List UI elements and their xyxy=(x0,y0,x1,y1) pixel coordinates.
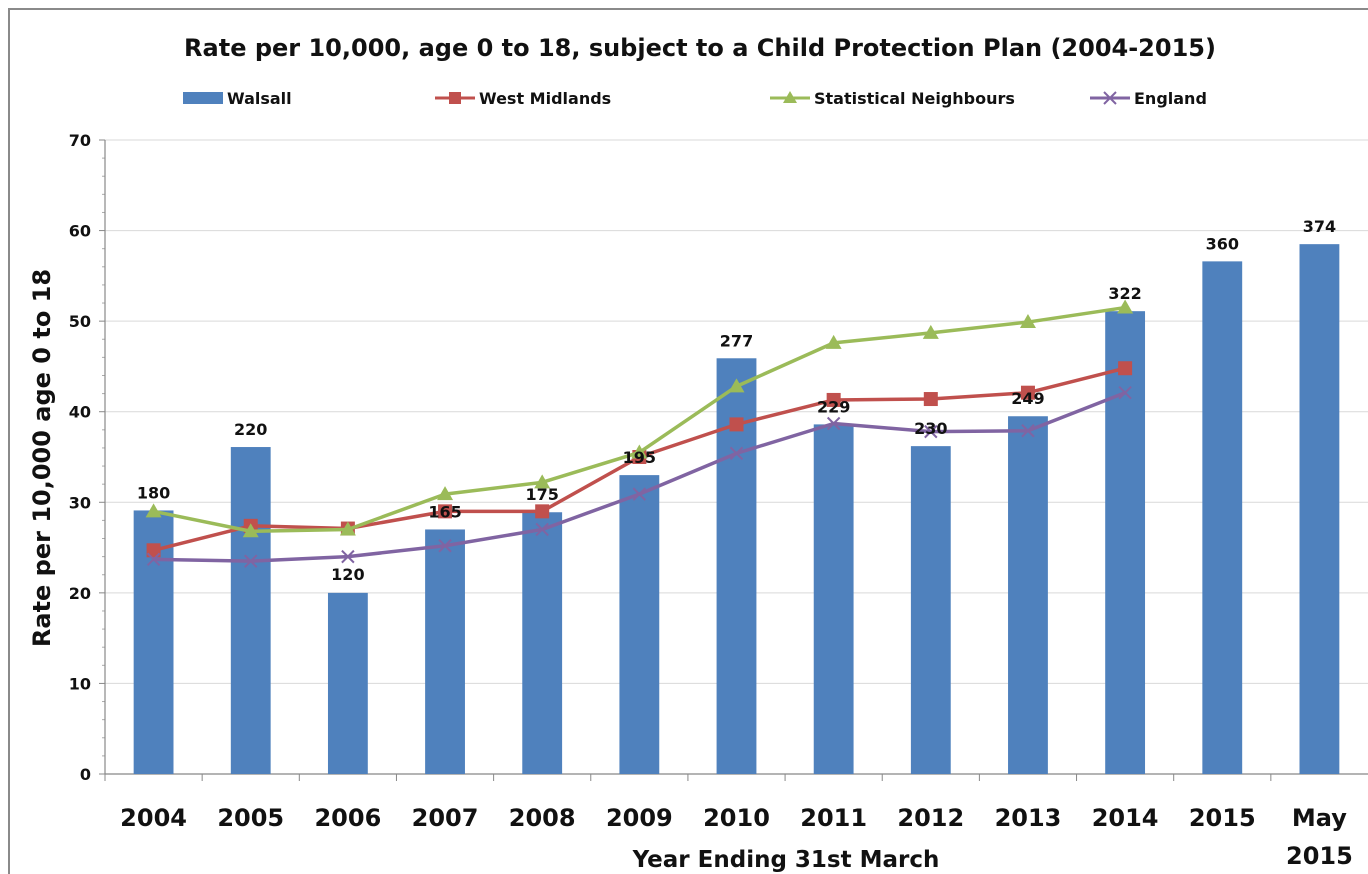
point-statistical-neighbours xyxy=(1117,299,1134,314)
y-tick-label: 70 xyxy=(69,131,91,150)
y-tick-label: 10 xyxy=(69,674,91,693)
bar-walsall xyxy=(230,447,271,774)
bar-walsall xyxy=(327,592,368,774)
point-england xyxy=(1118,385,1132,400)
point-statistical-neighbours xyxy=(922,324,939,339)
x-tick-label: May 2015 xyxy=(1286,804,1353,870)
data-label: 175 xyxy=(525,485,558,504)
point-statistical-neighbours xyxy=(631,444,648,459)
legend-label: Walsall xyxy=(227,89,292,108)
point-west-midlands xyxy=(1020,385,1035,400)
legend-label: Statistical Neighbours xyxy=(814,89,1015,108)
data-label: 220 xyxy=(234,420,267,439)
data-label: 195 xyxy=(623,448,656,467)
data-label: 249 xyxy=(1011,389,1044,408)
x-tick-label: 2012 xyxy=(897,804,964,832)
x-tick-label: 2011 xyxy=(800,804,867,832)
legend-marker xyxy=(1103,91,1117,105)
point-statistical-neighbours xyxy=(1019,314,1036,329)
point-west-midlands xyxy=(729,417,744,432)
x-tick-label: 2013 xyxy=(995,804,1062,832)
legend-label: England xyxy=(1134,89,1207,108)
chart-title: Rate per 10,000, age 0 to 18, subject to… xyxy=(184,34,1216,62)
x-axis-title: Year Ending 31st March xyxy=(632,847,940,873)
bar-walsall xyxy=(425,529,465,774)
legend-item-walsall: Walsall xyxy=(183,89,292,108)
data-label: 229 xyxy=(817,397,850,416)
point-statistical-neighbours xyxy=(437,486,454,501)
data-label: 360 xyxy=(1206,234,1239,253)
bar-series xyxy=(133,244,1340,774)
x-tick-label: 2007 xyxy=(412,804,479,832)
bar-walsall xyxy=(910,446,951,774)
x-tick-label: 2005 xyxy=(217,804,284,832)
y-tick-label: 0 xyxy=(80,765,91,784)
point-statistical-neighbours xyxy=(145,503,162,518)
point-west-midlands xyxy=(826,392,841,407)
point-west-midlands xyxy=(535,504,550,519)
y-tick-label: 40 xyxy=(69,403,91,422)
point-england xyxy=(146,552,161,567)
legend: Walsall West Midlands Statistical Neighbou… xyxy=(183,89,1207,108)
point-statistical-neighbours xyxy=(728,378,745,393)
x-tick-label: 2004 xyxy=(120,804,187,832)
data-label: 120 xyxy=(331,565,364,584)
x-tick-label: 2014 xyxy=(1092,804,1159,832)
line-series xyxy=(145,299,1134,568)
y-axis-title: Rate per 10,000 age 0 to 18 xyxy=(28,269,56,647)
point-statistical-neighbours xyxy=(825,334,842,349)
data-label: 230 xyxy=(914,419,947,438)
point-statistical-neighbours xyxy=(242,523,259,538)
point-england xyxy=(924,424,938,439)
point-west-midlands xyxy=(438,504,453,519)
legend-swatch xyxy=(183,92,223,104)
bar-walsall xyxy=(619,475,660,774)
y-tick-label: 60 xyxy=(69,222,91,241)
data-label: 374 xyxy=(1303,217,1336,236)
x-tick-label: 2015 xyxy=(1189,804,1256,832)
point-statistical-neighbours xyxy=(339,521,356,536)
bar-walsall xyxy=(1299,244,1340,774)
data-label: 277 xyxy=(720,331,753,350)
x-tick-label: 2006 xyxy=(314,804,381,832)
point-england xyxy=(244,554,258,568)
data-labels: 180 220 120 165 175 195 277 229 230 249 322 360 374 xyxy=(137,217,1336,584)
y-tick-label: 50 xyxy=(69,312,91,331)
data-label: 165 xyxy=(428,502,461,521)
data-label: 180 xyxy=(137,483,170,502)
legend-marker xyxy=(449,92,461,104)
chart-frame xyxy=(8,8,1368,874)
legend-marker xyxy=(783,91,797,103)
point-england xyxy=(1021,424,1035,438)
y-tick-label: 20 xyxy=(69,584,91,603)
y-tick-label: 30 xyxy=(69,493,91,512)
point-west-midlands xyxy=(1118,361,1133,376)
bar-walsall xyxy=(1008,416,1048,774)
bar-walsall xyxy=(1105,311,1146,774)
legend-item-west-midlands: West Midlands xyxy=(435,89,611,108)
x-tick-label: 2010 xyxy=(703,804,770,832)
legend-item-england: England xyxy=(1090,89,1207,108)
point-england xyxy=(535,522,549,537)
point-west-midlands xyxy=(146,543,161,558)
point-england xyxy=(632,487,647,501)
bar-walsall xyxy=(522,512,563,774)
point-statistical-neighbours xyxy=(534,474,551,489)
point-england xyxy=(341,549,355,564)
x-tick-label: 2008 xyxy=(509,804,576,832)
bar-walsall xyxy=(813,424,854,774)
x-tick-label: 2009 xyxy=(606,804,673,832)
axes: 0 10 20 30 40 50 60 70 2004 2005 2006 2007 2008 2009 2… xyxy=(69,131,1368,870)
point-england xyxy=(438,539,452,553)
point-england xyxy=(729,446,744,461)
point-england xyxy=(826,416,841,431)
legend-item-statistical-neighbours: Statistical Neighbours xyxy=(770,89,1015,108)
point-west-midlands xyxy=(923,392,938,407)
data-label: 322 xyxy=(1108,284,1141,303)
bar-walsall xyxy=(1202,261,1243,774)
legend-label: West Midlands xyxy=(479,89,611,108)
